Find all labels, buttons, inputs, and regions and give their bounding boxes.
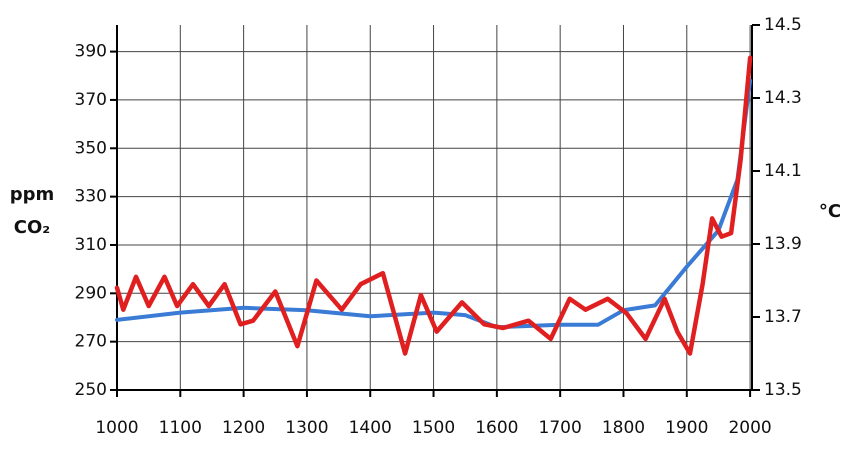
x-tick-label: 1800 [602, 418, 645, 438]
x-tick-label: 1000 [95, 418, 138, 438]
y-tick-label: 390 [75, 42, 107, 62]
y2-tick-label: 14.3 [764, 88, 802, 108]
x-tick-label: 1700 [539, 418, 582, 438]
y-tick-label: 370 [75, 90, 107, 110]
x-tick-label: 1100 [159, 418, 202, 438]
y-tick-label: 290 [75, 283, 107, 303]
line-series [114, 55, 753, 356]
x-tick-label: 2000 [728, 418, 771, 438]
y2-tick-label: 14.5 [764, 15, 802, 35]
y2-tick-label: 14.1 [764, 161, 802, 181]
y-axis-label: CO₂ [14, 217, 50, 238]
x-tick-label: 1200 [222, 418, 265, 438]
y2-axis-label: °C [819, 201, 841, 222]
x-tick-label: 1600 [475, 418, 518, 438]
x-tick-label: 1400 [349, 418, 392, 438]
x-tick-label: 1500 [412, 418, 455, 438]
y-tick-label: 250 [75, 380, 107, 400]
x-tick-label: 1300 [285, 418, 328, 438]
y-tick-label: 350 [75, 138, 107, 158]
y-tick-label: 330 [75, 187, 107, 207]
y-tick-label: 310 [75, 235, 107, 255]
x-tick-label: 1900 [665, 418, 708, 438]
y-tick-label: 270 [75, 332, 107, 352]
y2-tick-label: 13.9 [764, 234, 802, 254]
y-axis-label: ppm [10, 184, 55, 205]
y2-tick-label: 13.5 [764, 380, 802, 400]
y2-tick-label: 13.7 [764, 307, 802, 327]
line-series [115, 78, 753, 330]
